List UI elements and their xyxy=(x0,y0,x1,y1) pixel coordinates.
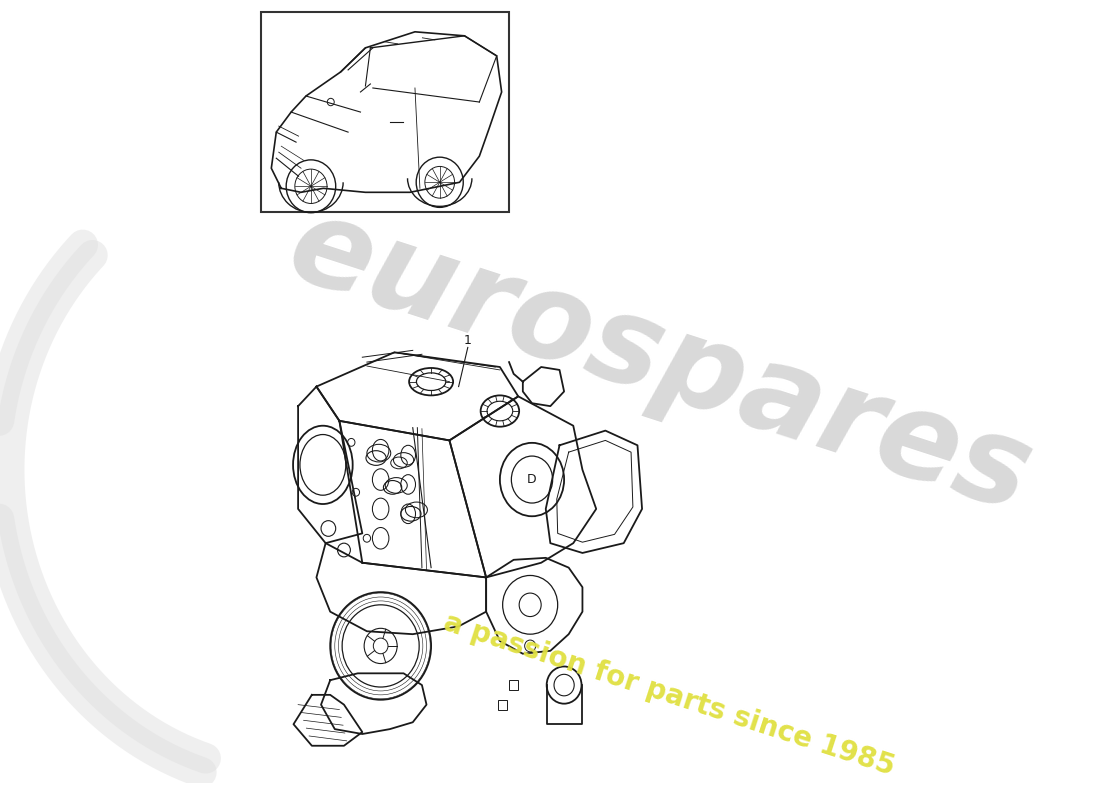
Text: D: D xyxy=(527,473,537,486)
Text: a passion for parts since 1985: a passion for parts since 1985 xyxy=(440,609,899,782)
Bar xyxy=(498,700,507,710)
Text: eurospares: eurospares xyxy=(275,187,1046,537)
Text: 1: 1 xyxy=(464,334,472,347)
Bar xyxy=(509,680,518,690)
Bar xyxy=(262,12,509,212)
